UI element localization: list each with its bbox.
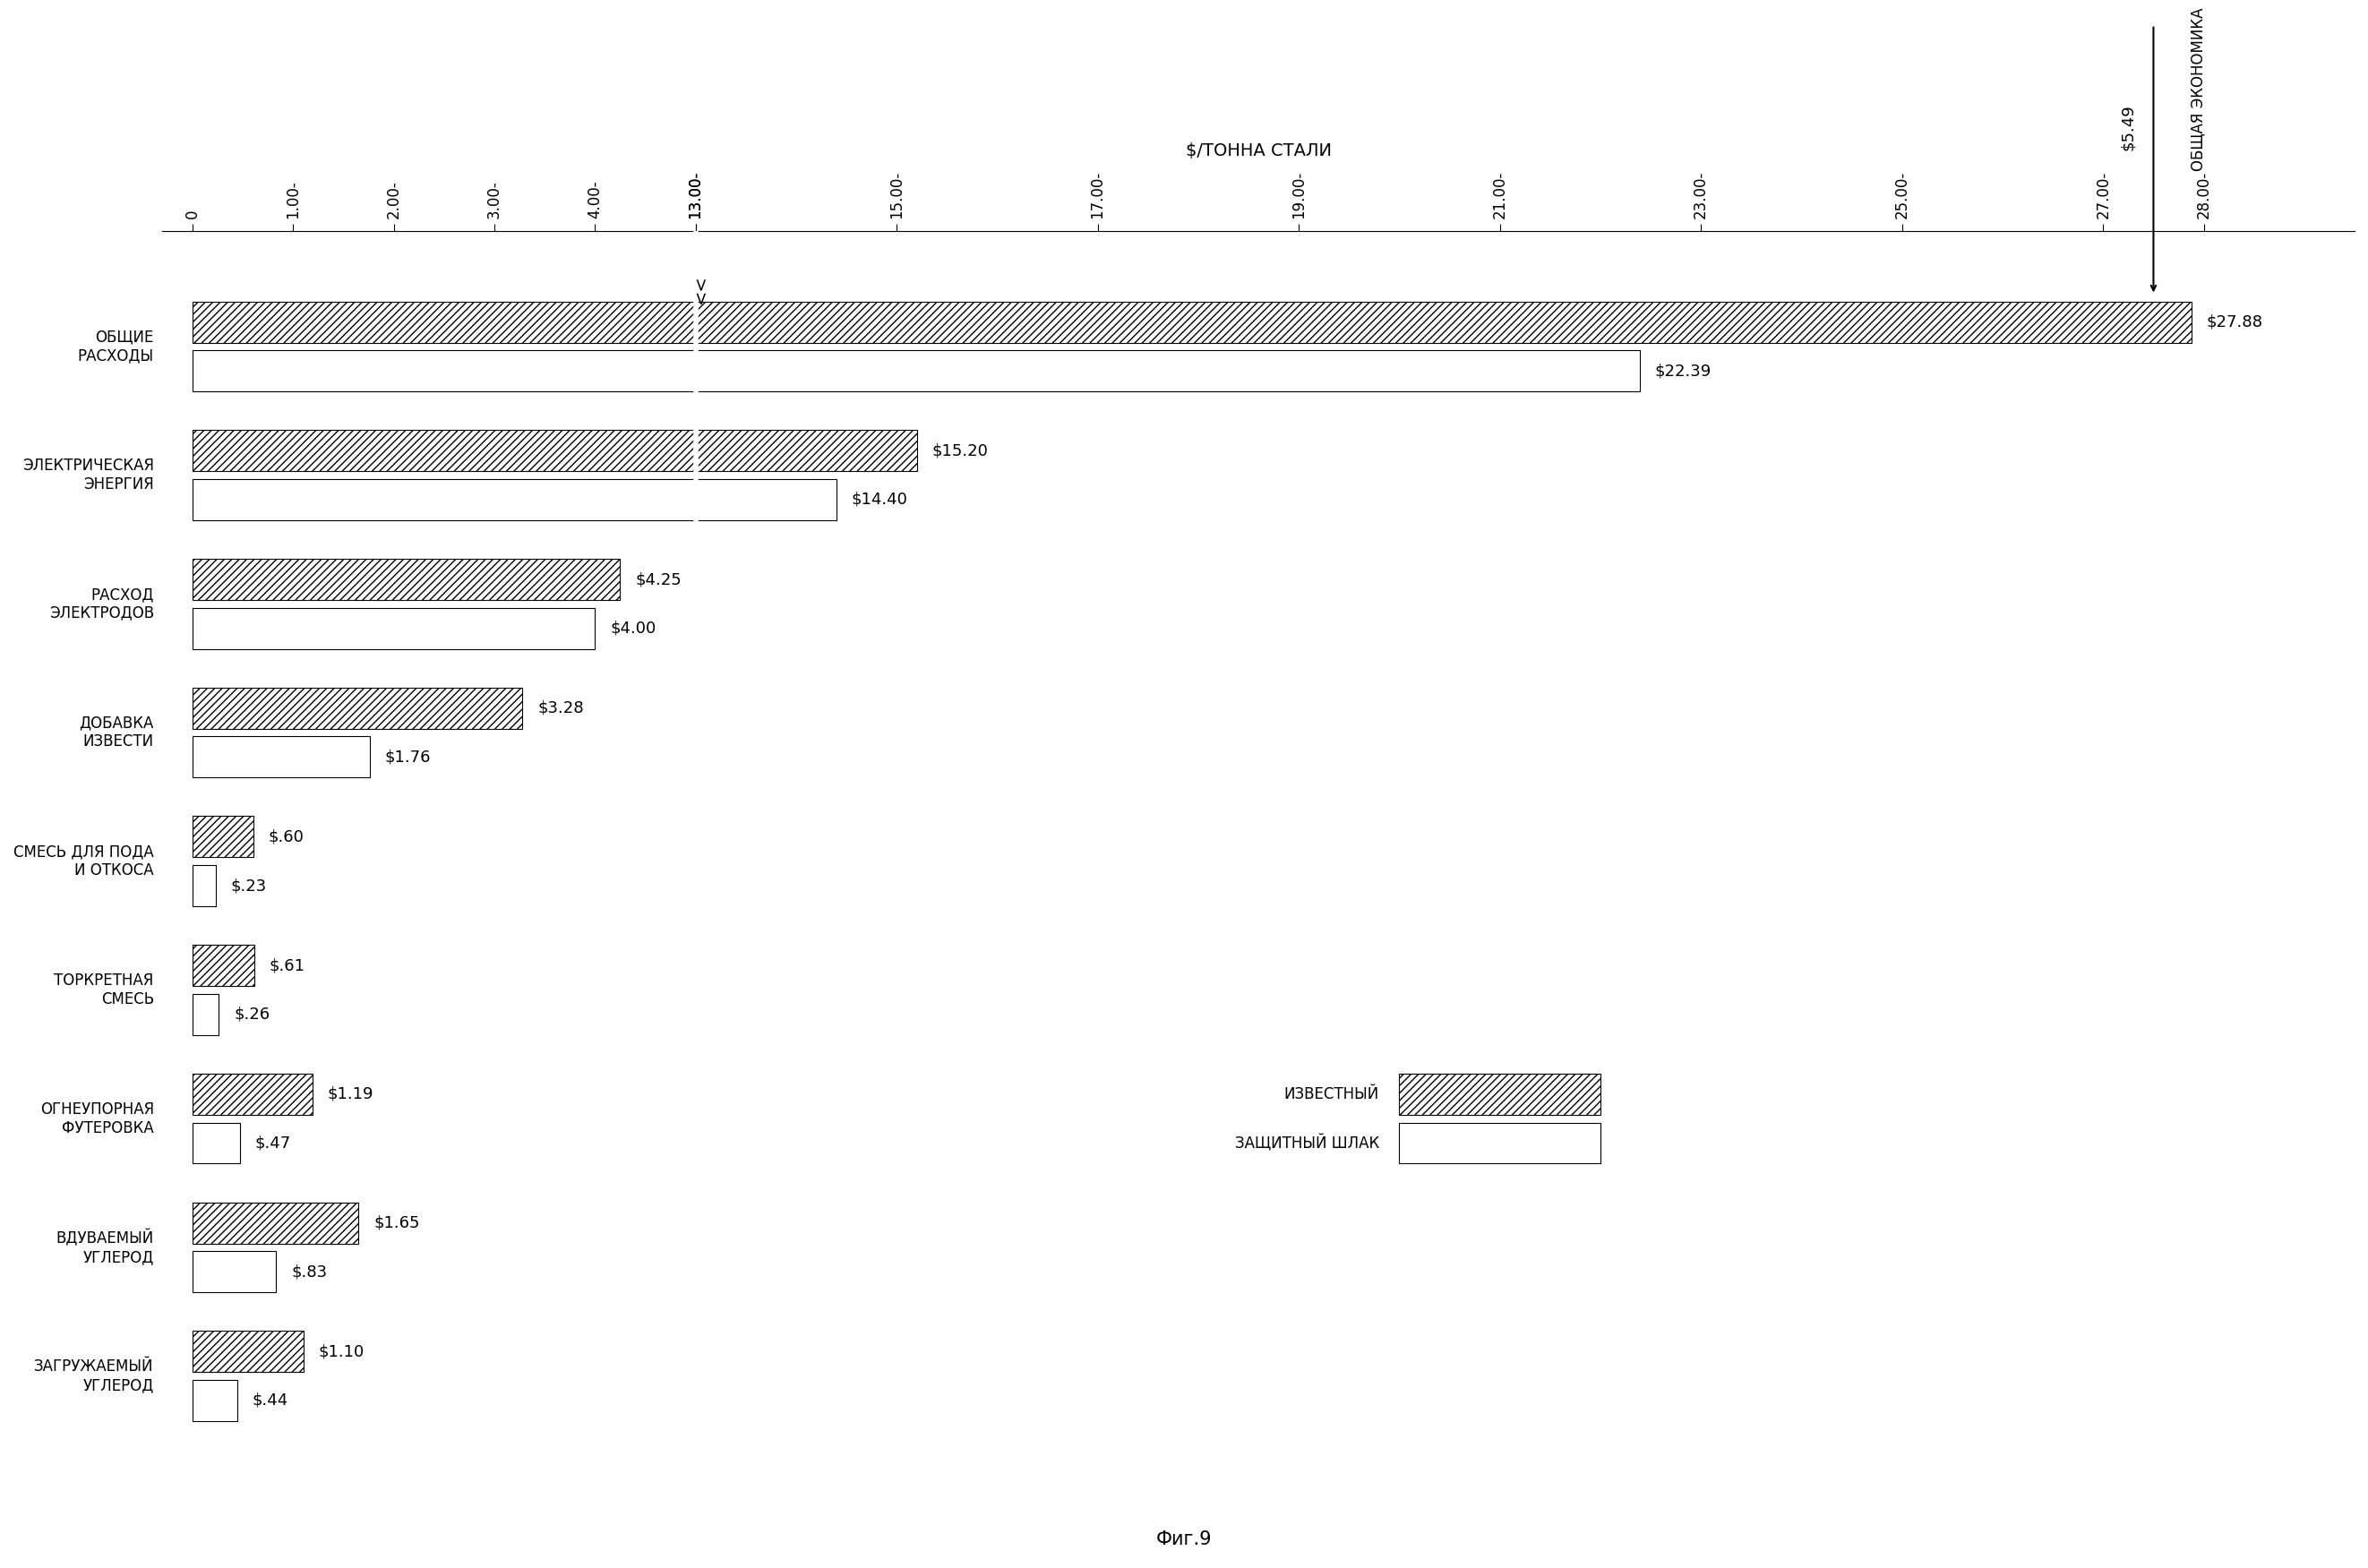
Text: $4.25: $4.25: [635, 571, 682, 588]
Text: $27.88: $27.88: [2207, 314, 2264, 331]
Text: $.47: $.47: [256, 1135, 291, 1151]
Text: $1.10: $1.10: [317, 1344, 365, 1359]
Bar: [192, 480, 836, 521]
Text: $15.20: $15.20: [931, 442, 987, 459]
Text: $3.28: $3.28: [538, 699, 585, 717]
Bar: [192, 994, 218, 1035]
Text: ИЗВЕСТНЫЙ: ИЗВЕСТНЫЙ: [1283, 1087, 1378, 1102]
Bar: [192, 1203, 358, 1243]
Bar: [1399, 1123, 1601, 1163]
Bar: [192, 1123, 239, 1163]
Bar: [192, 1251, 277, 1292]
Text: $4.00: $4.00: [611, 621, 656, 637]
Bar: [192, 687, 523, 729]
Text: $1.19: $1.19: [327, 1087, 374, 1102]
Text: <<: <<: [691, 274, 708, 303]
Text: $.26: $.26: [234, 1007, 270, 1022]
Bar: [192, 946, 253, 986]
Text: $.83: $.83: [291, 1264, 327, 1279]
Text: ЗАЩИТНЫЙ ШЛАК: ЗАЩИТНЫЙ ШЛАК: [1234, 1135, 1378, 1151]
Text: Фиг.9: Фиг.9: [1156, 1530, 1212, 1548]
Bar: [192, 1074, 313, 1115]
Text: $.23: $.23: [232, 878, 268, 894]
Bar: [192, 866, 215, 906]
Bar: [192, 558, 620, 601]
Text: $5.49: $5.49: [2119, 105, 2136, 151]
Text: $.60: $.60: [268, 829, 303, 845]
Text: $.61: $.61: [270, 958, 305, 974]
Bar: [192, 1331, 303, 1372]
Text: $1.65: $1.65: [374, 1215, 419, 1231]
Text: $22.39: $22.39: [1655, 362, 1712, 379]
Bar: [1399, 1074, 1601, 1115]
Bar: [192, 430, 916, 472]
X-axis label: $/ТОННА СТАЛИ: $/ТОННА СТАЛИ: [1186, 143, 1331, 160]
Bar: [192, 1380, 237, 1421]
Text: $.44: $.44: [251, 1392, 289, 1408]
Bar: [192, 817, 253, 858]
Text: $14.40: $14.40: [852, 492, 907, 508]
Bar: [192, 350, 1639, 392]
Bar: [192, 301, 2193, 343]
Text: ОБЩАЯ ЭКОНОМИКА: ОБЩАЯ ЭКОНОМИКА: [2190, 8, 2207, 171]
Bar: [192, 737, 369, 778]
Text: $1.76: $1.76: [384, 750, 431, 765]
Bar: [192, 608, 594, 649]
